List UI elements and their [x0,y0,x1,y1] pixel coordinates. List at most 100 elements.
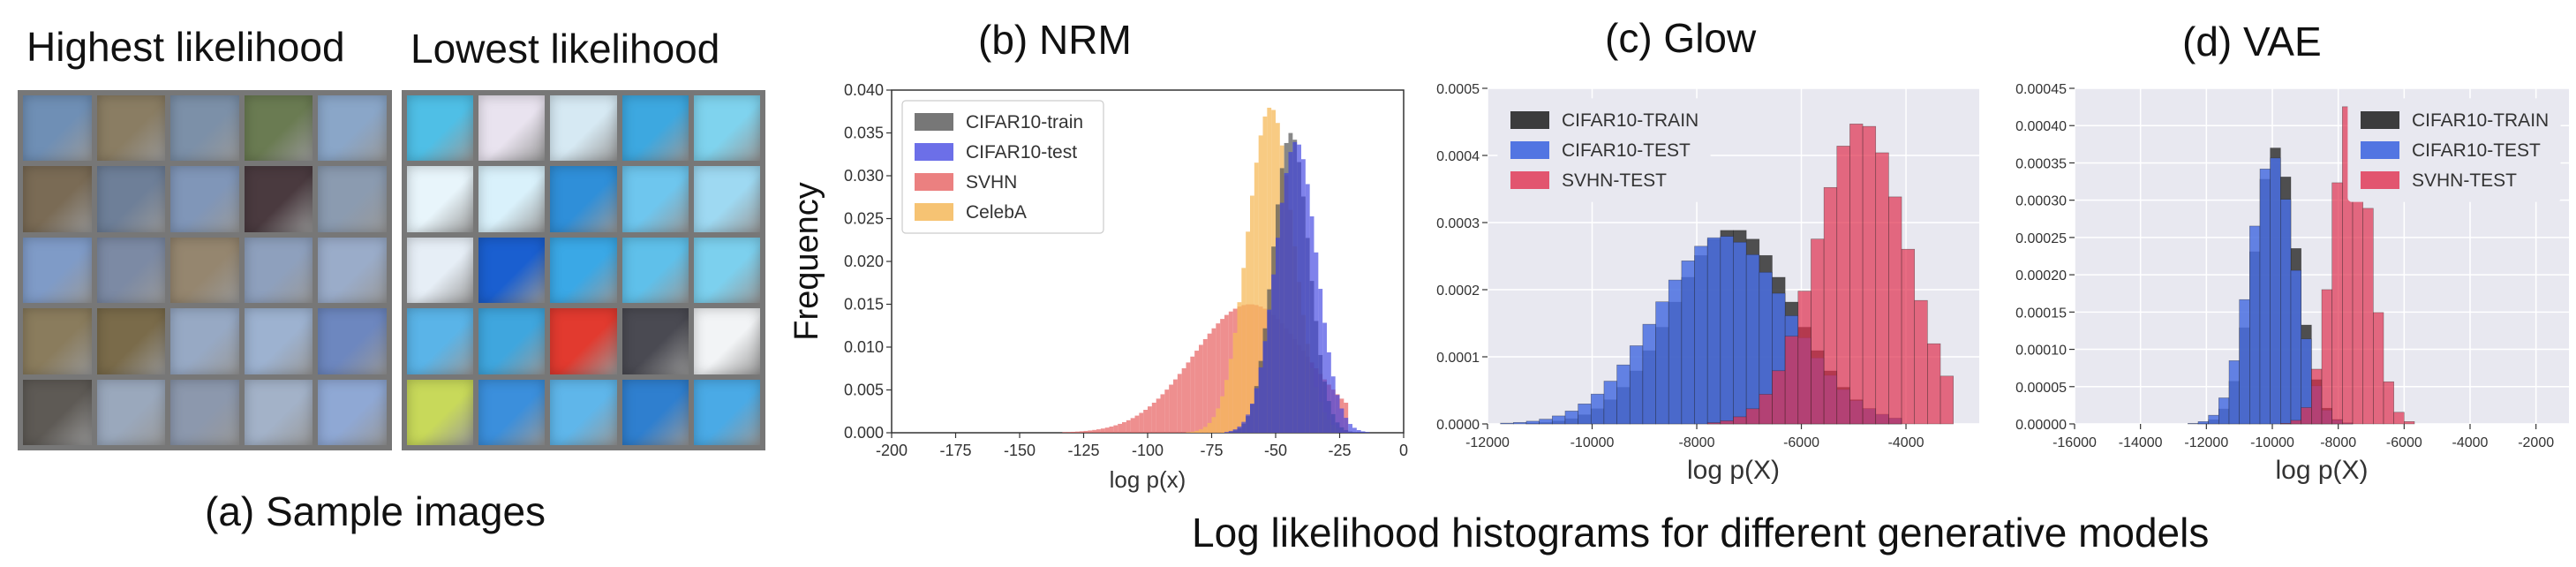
y-tick-label: 0.030 [844,167,884,185]
histogram-bar [1258,367,1263,433]
histogram-bar [1190,356,1195,433]
y-tick-label: 0.00020 [2015,268,2067,284]
histogram-bar [1232,429,1238,433]
histogram-bar [1513,421,1527,425]
histogram-bar [1284,172,1289,433]
legend-label: CIFAR10-test [966,142,1077,163]
histogram-bar [1148,406,1152,433]
histogram-bar [1246,231,1250,433]
histogram-bar [1356,429,1361,433]
lowest-likelihood-thumbnail [478,379,546,445]
histogram-bar [1237,426,1242,433]
histogram-bar [1139,412,1144,433]
histogram-bar [1079,431,1084,433]
histogram-bar [2218,397,2230,425]
histogram-bar [1118,423,1122,433]
x-tick-label: -75 [1200,442,1223,459]
histogram-bar [2383,381,2394,425]
histogram-bar [1642,323,1656,425]
histogram-bar [1254,163,1259,433]
lowest-likelihood-thumbnail [550,95,617,162]
x-tick-label: -50 [1264,442,1287,459]
histogram-bar [2290,420,2301,425]
legend-label: CIFAR10-TRAIN [2412,110,2549,131]
histogram-bar [1360,431,1366,433]
y-tick-label: 0.00005 [2015,381,2067,396]
x-tick-label: -8000 [1679,435,1715,450]
lowest-likelihood-thumbnail [550,379,617,445]
histogram-bar [1122,422,1126,433]
histogram-bar [1344,418,1349,433]
histogram-bar [1262,116,1268,433]
histogram-bar [1668,279,1683,425]
histogram-bar [1224,314,1229,433]
histogram-bar [1062,432,1067,433]
highest-likelihood-thumbnail [318,166,387,232]
highest-likelihood-thumbnail [244,166,313,232]
histogram-bar [1888,196,1902,425]
highest-likelihood-thumbnail [244,308,313,374]
lowest-likelihood-thumbnail [407,379,474,445]
histogram-bar [1292,141,1298,433]
histogram-bar [1745,408,1760,425]
highest-likelihood-thumbnail [23,95,92,162]
x-axis-label: log p(x) [1110,466,1186,493]
legend-label: CelebA [966,202,1027,223]
histogram-bar [2197,421,2209,425]
histogram-bar [1500,422,1514,425]
legend-label: CIFAR10-train [966,112,1083,132]
x-tick-label: -16000 [2053,435,2097,450]
histogram-bar [2208,414,2219,425]
lowest-likelihood-thumbnail [478,237,546,304]
highest-likelihood-thumbnail [244,379,313,445]
histogram-bar [1365,432,1370,433]
histogram-bar [1164,389,1170,433]
highest-likelihood-thumbnail [244,95,313,162]
histogram-bar [1250,404,1254,433]
x-tick-label: -10000 [1570,435,1615,450]
lowest-likelihood-thumbnail [621,308,689,374]
y-tick-label: 0.040 [844,81,884,99]
histogram-bar [1590,393,1605,425]
histogram-bar [1823,186,1838,425]
y-tick-label: 0.015 [844,296,884,314]
x-tick-label: -4000 [2452,435,2489,450]
histogram-bar [1616,364,1631,425]
x-tick-label: -12000 [1465,435,1510,450]
y-tick-label: 0.0000 [1436,418,1480,433]
highest-likelihood-thumbnail [23,166,92,232]
series-cifar10-test [1224,141,1370,434]
histogram-bar [1327,352,1331,433]
histogram-bar [1330,376,1336,433]
highest-likelihood-thumbnail [170,379,239,445]
y-tick-label: 0.020 [844,253,884,270]
histogram-bar [2362,208,2374,425]
histogram-bar [1177,374,1182,433]
vae-panel-title: (d) VAE [2182,19,2322,64]
histogram-bar [1202,338,1208,433]
histogram-bar [1224,380,1229,433]
histogram-bar [2270,157,2281,425]
lowest-likelihood-thumbnail [693,308,760,374]
histogram-bar [2280,423,2292,425]
series-svhn-test [2280,106,2415,425]
highest-likelihood-thumbnail [23,237,92,304]
x-tick-label: -10000 [2250,435,2294,450]
histogram-bar [2228,360,2240,425]
histogram-bar [2301,407,2312,425]
histogram-bar [1301,159,1306,433]
histogram-bar [1190,431,1195,433]
y-tick-label: 0.0001 [1436,351,1480,366]
series-svhn-test [1706,124,1954,425]
histogram-bar [1113,425,1119,433]
lowest-likelihood-thumbnail [693,95,760,162]
highest-likelihood-thumbnail [96,308,166,374]
histogram-bar [1160,394,1165,433]
histogram-bar [1318,289,1323,433]
histogram-bar [1309,215,1314,433]
histogram-bar [2290,269,2301,425]
legend-swatch [915,203,953,221]
highest-likelihood-image-grid [18,90,392,450]
highest-likelihood-thumbnail [96,379,166,445]
legend-swatch [2361,111,2399,129]
